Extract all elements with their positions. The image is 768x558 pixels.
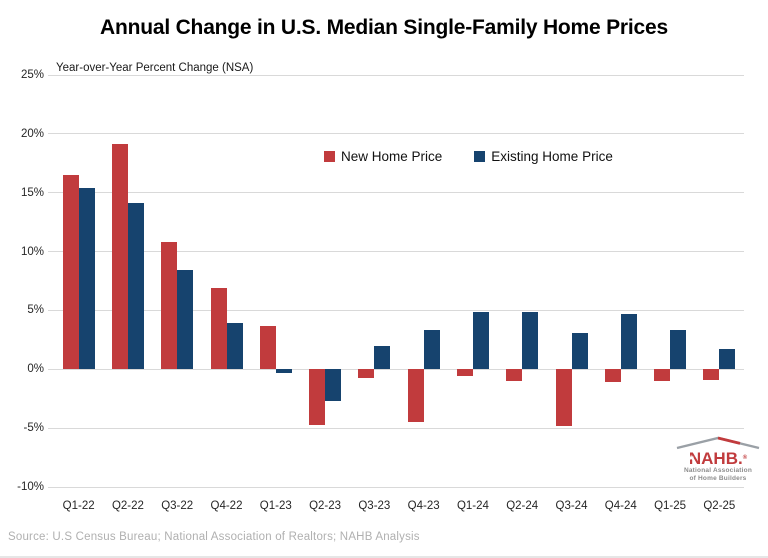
x-tick-label: Q2-25 — [703, 500, 736, 512]
x-tick-label: Q2-24 — [506, 500, 539, 512]
bar-existing-q1-23 — [275, 369, 292, 373]
bar-existing-q2-25 — [719, 349, 736, 370]
chart-legend: New Home Price Existing Home Price — [324, 149, 613, 164]
x-tick-label: Q1-23 — [259, 500, 292, 512]
gridline-25pct — [48, 74, 744, 76]
legend-item-existing-home: Existing Home Price — [474, 149, 613, 164]
y-tick-label: 0% — [27, 363, 44, 376]
x-tick-label: Q1-22 — [62, 500, 95, 512]
bar-existing-q1-25 — [670, 330, 687, 370]
gridline-5pct — [48, 309, 744, 311]
bar-existing-q1-22 — [78, 188, 95, 370]
bar-new-q1-25 — [654, 369, 671, 382]
x-tick-label: Q4-22 — [210, 500, 243, 512]
y-tick-label: 20% — [20, 127, 44, 140]
x-tick-label: Q3-23 — [358, 500, 391, 512]
legend-label-new-home: New Home Price — [341, 149, 443, 164]
bar-existing-q4-22 — [226, 323, 243, 370]
x-tick-label: Q4-24 — [604, 500, 637, 512]
y-tick-label: -5% — [23, 422, 44, 435]
bar-new-q4-22 — [210, 288, 227, 370]
nahb-logo: NAHB.® ★ National Association of Home Bui… — [672, 436, 764, 484]
bar-existing-q1-24 — [472, 311, 489, 370]
chart-title: Annual Change in U.S. Median Single-Fami… — [100, 16, 668, 39]
bar-new-q3-24 — [555, 369, 572, 426]
gridline-0pct — [48, 368, 744, 370]
legend-item-new-home: New Home Price — [324, 149, 442, 164]
x-tick-label: Q2-23 — [309, 500, 342, 512]
bar-existing-q2-24 — [522, 311, 539, 370]
bar-existing-q3-23 — [374, 345, 391, 370]
bar-new-q2-24 — [506, 369, 523, 382]
x-tick-label: Q3-22 — [161, 500, 194, 512]
bar-new-q3-22 — [161, 242, 178, 370]
bar-new-q2-23 — [309, 369, 326, 425]
x-tick-label: Q1-24 — [456, 500, 489, 512]
bar-new-q1-24 — [456, 369, 473, 377]
nahb-roof-icon — [676, 436, 760, 450]
gridline-15pct — [48, 192, 744, 194]
nahb-wordmark: NAHB.® ★ — [688, 449, 748, 468]
new-home-swatch-icon — [324, 151, 335, 162]
bar-new-q2-25 — [703, 369, 720, 380]
nahb-subtitle-line1: National Association — [683, 467, 753, 474]
bar-existing-q2-22 — [127, 203, 144, 370]
bar-existing-q3-22 — [177, 270, 194, 370]
x-tick-label: Q2-22 — [111, 500, 144, 512]
y-tick-label: 10% — [20, 245, 44, 258]
y-tick-label: 5% — [27, 304, 44, 317]
y-tick-label: -10% — [17, 481, 44, 493]
bar-existing-q2-23 — [325, 369, 342, 402]
y-tick-label: 15% — [20, 186, 44, 199]
x-tick-label: Q1-25 — [654, 500, 687, 512]
gridline--5pct — [48, 427, 744, 429]
bar-existing-q4-24 — [620, 313, 637, 370]
source-citation: Source: U.S Census Bureau; National Asso… — [8, 531, 420, 543]
gridline-10pct — [48, 251, 744, 253]
nahb-subtitle-line2: of Home Builders — [689, 475, 747, 483]
existing-home-swatch-icon — [474, 151, 486, 162]
bar-new-q1-23 — [259, 325, 276, 370]
bar-new-q4-24 — [604, 369, 621, 383]
x-tick-label: Q4-23 — [407, 500, 440, 512]
registered-mark: ® — [742, 455, 748, 461]
bar-new-q1-22 — [62, 175, 79, 370]
x-tick-label: Q3-24 — [555, 500, 588, 512]
bar-existing-q4-23 — [423, 330, 440, 370]
bar-new-q3-23 — [358, 369, 375, 378]
gridline-20pct — [48, 133, 744, 135]
y-axis-caption: Year-over-Year Percent Change (NSA) — [56, 62, 254, 74]
gridline--10pct — [48, 486, 744, 488]
bar-new-q2-22 — [111, 144, 128, 370]
bar-new-q4-23 — [407, 369, 424, 423]
legend-label-existing-home: Existing Home Price — [491, 149, 613, 164]
y-tick-label: 25% — [20, 69, 44, 81]
bar-existing-q3-24 — [571, 332, 588, 370]
